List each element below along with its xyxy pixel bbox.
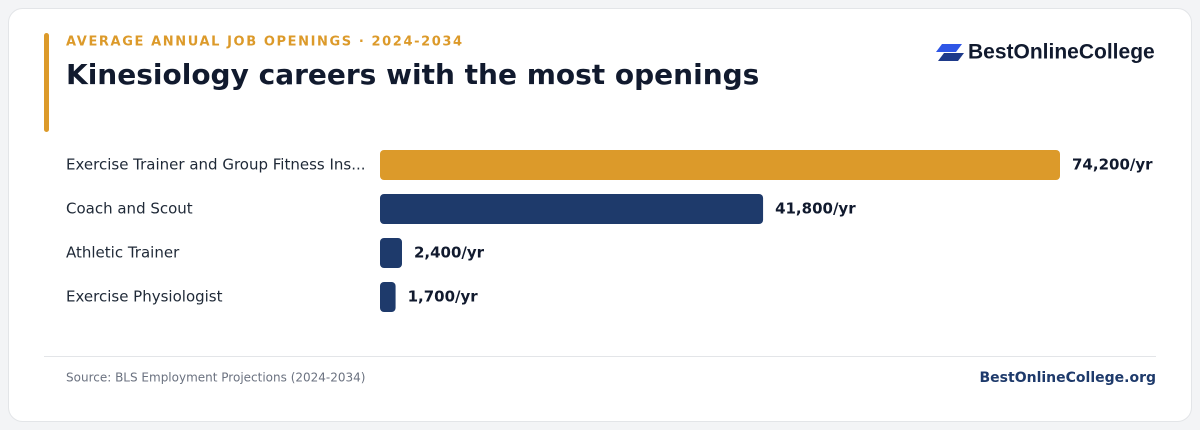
brand-logo: BestOnlineCollege — [936, 41, 1155, 64]
bar — [380, 150, 1060, 180]
chart-subtitle: AVERAGE ANNUAL JOB OPENINGS · 2024-2034 — [66, 35, 464, 50]
category-label: Athletic Trainer — [66, 244, 180, 262]
bar — [380, 194, 764, 224]
value-label: 2,400/yr — [414, 244, 485, 262]
source-note: Source: BLS Employment Projections (2024… — [66, 371, 365, 385]
logo-icon — [936, 44, 962, 52]
bar — [380, 282, 396, 312]
chart-title: Kinesiology careers with the most openin… — [66, 58, 759, 91]
logo-icon — [938, 53, 964, 61]
value-label: 41,800/yr — [775, 200, 856, 218]
value-label: 74,200/yr — [1072, 156, 1153, 174]
accent-bar — [44, 33, 49, 132]
category-label: Exercise Trainer and Group Fitness Ins..… — [66, 156, 366, 174]
category-label: Exercise Physiologist — [66, 288, 223, 306]
brand-name: BestOnlineCollege — [968, 41, 1155, 64]
value-label: 1,700/yr — [408, 288, 479, 306]
footer-link: BestOnlineCollege.org — [980, 370, 1156, 386]
category-label: Coach and Scout — [66, 200, 193, 218]
bar — [380, 238, 402, 268]
